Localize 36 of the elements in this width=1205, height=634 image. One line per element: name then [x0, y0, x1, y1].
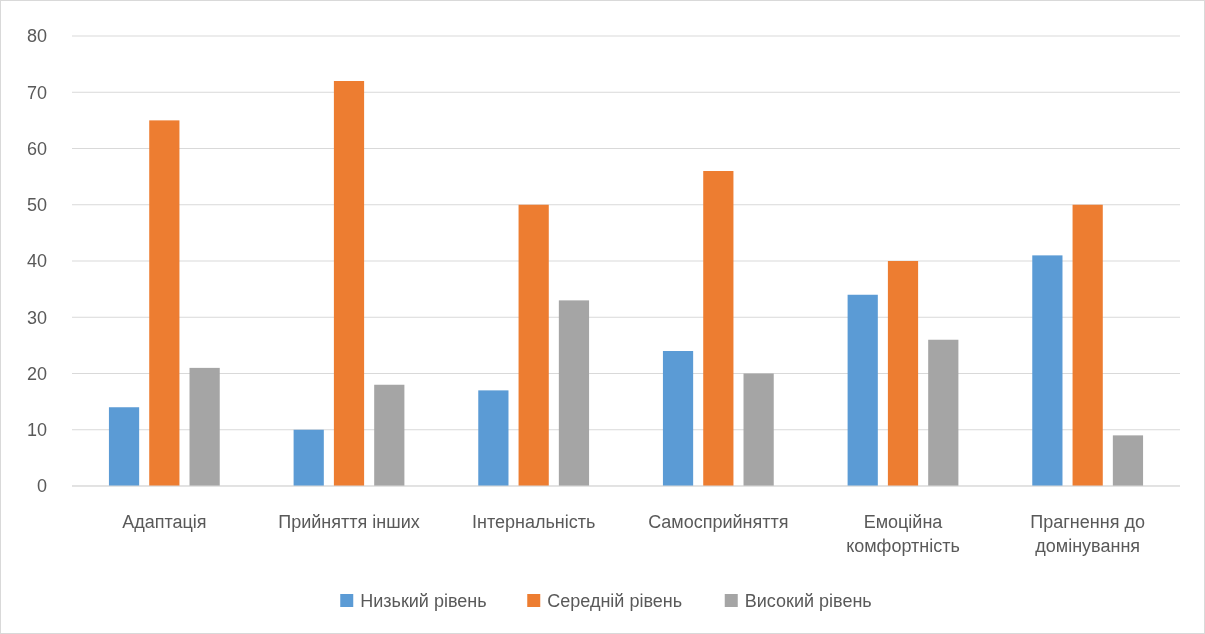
bar: [374, 384, 405, 486]
legend-label: Низький рівень: [360, 591, 487, 612]
y-tick-label: 10: [26, 420, 47, 441]
bar: [518, 204, 549, 486]
bar: [149, 120, 180, 486]
y-tick-label: 70: [26, 82, 47, 103]
x-tick-label: Адаптація: [122, 512, 207, 532]
x-tick-label: Емоційна комфортність: [846, 512, 960, 556]
bar: [293, 429, 324, 486]
bar: [333, 81, 365, 486]
legend-label: Середній рівень: [547, 591, 683, 612]
bar: [887, 261, 919, 486]
y-tick-label: 40: [26, 251, 47, 272]
x-tick-label: Самосприйняття: [648, 512, 789, 532]
bar: [558, 300, 590, 486]
y-tick-label: 80: [26, 26, 47, 47]
y-tick-label: 30: [26, 307, 47, 328]
bar: [189, 367, 220, 486]
y-tick-label: 60: [26, 138, 47, 159]
bar: [743, 373, 774, 486]
bar: [928, 339, 959, 486]
y-tick-label: 20: [26, 363, 47, 384]
x-tick-label: Прагнення до домінування: [1030, 512, 1145, 556]
bar: [478, 390, 509, 486]
bar: [1072, 204, 1103, 486]
y-tick-label: 0: [36, 476, 47, 497]
bar: [662, 351, 694, 486]
bar: [108, 407, 140, 486]
bar: [703, 171, 734, 486]
bar: [1112, 435, 1144, 486]
bar: [1032, 255, 1063, 486]
y-tick-label: 50: [26, 195, 47, 216]
legend-label: Високий рівень: [744, 591, 872, 612]
x-tick-label: Прийняття інших: [278, 512, 420, 532]
bar: [847, 294, 878, 486]
x-tick-label: Інтернальність: [471, 512, 596, 532]
